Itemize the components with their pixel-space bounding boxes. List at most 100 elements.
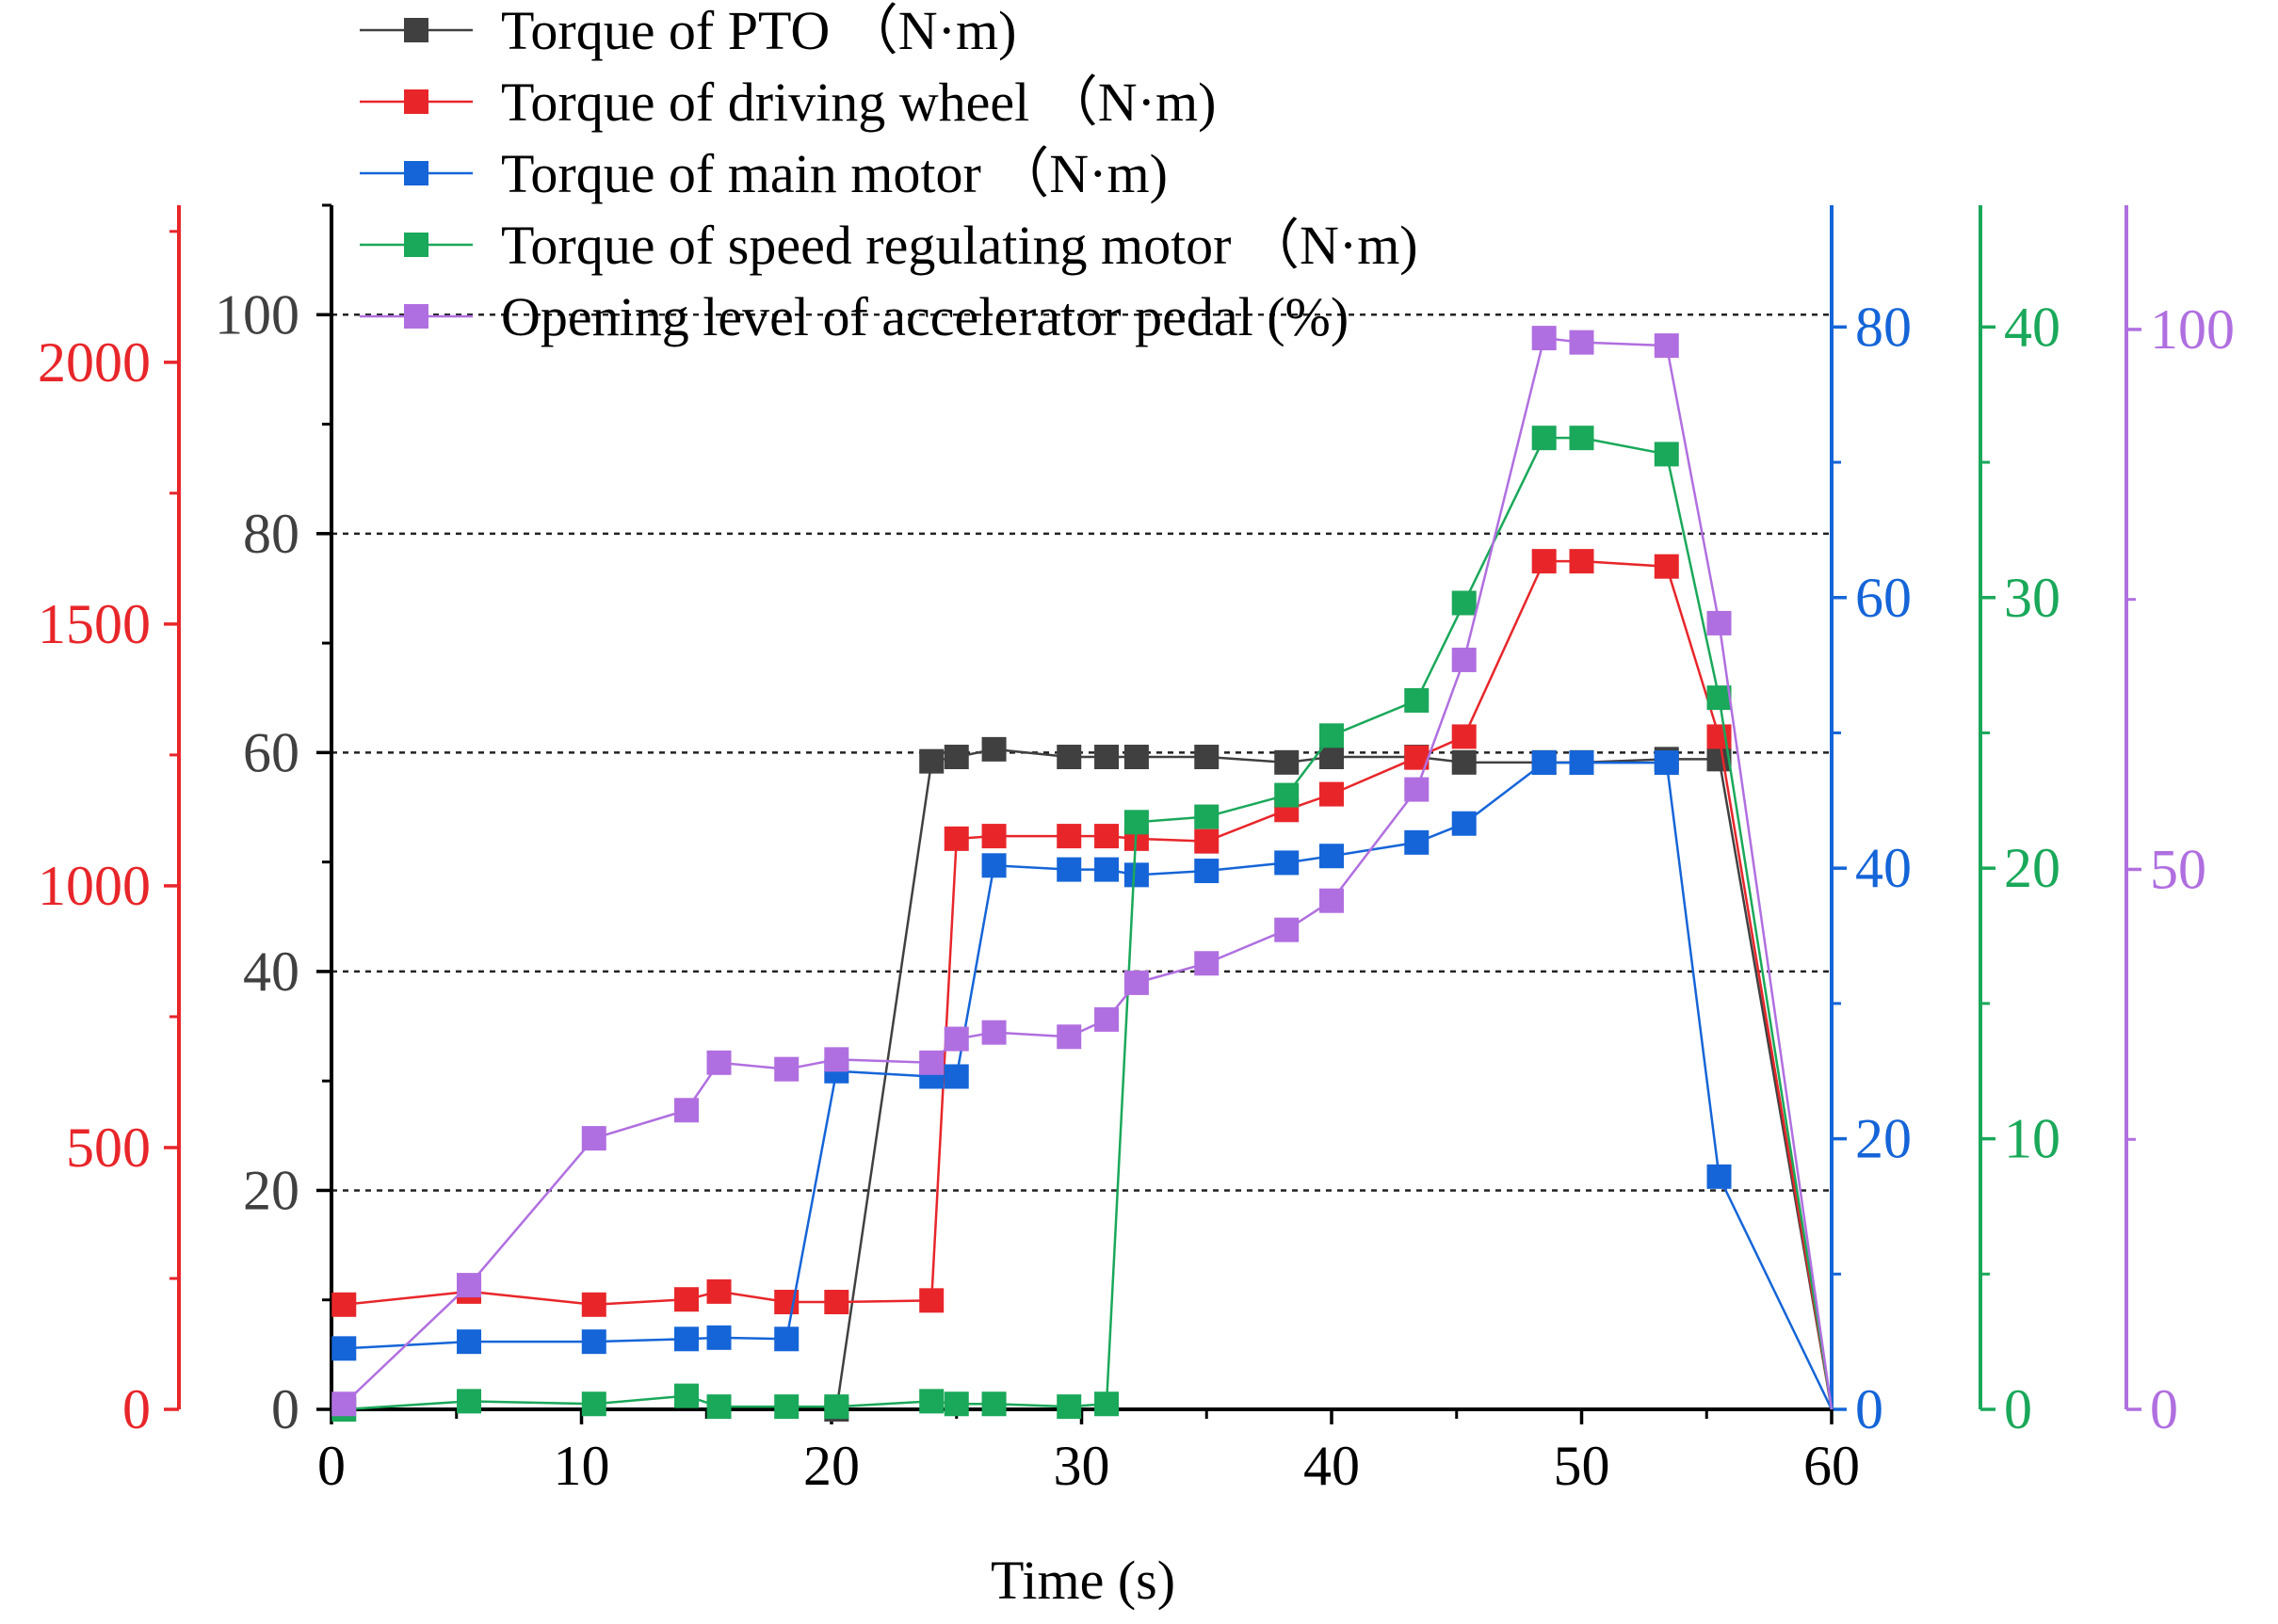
data-point [457, 1389, 482, 1414]
legend-item: Torque of driving wheel （N·m) [360, 72, 1216, 133]
legend-item: Torque of main motor （N·m) [360, 143, 1168, 204]
data-point [1094, 824, 1120, 849]
data-point [1123, 810, 1149, 835]
data-point [1274, 749, 1300, 775]
data-point [674, 1098, 700, 1123]
series-torque-of-driving-wheel [331, 549, 1834, 1410]
legend-marker [404, 161, 428, 185]
data-point [581, 1292, 606, 1317]
data-point [824, 1394, 849, 1420]
data-point [581, 1329, 606, 1355]
data-point [1706, 685, 1732, 711]
data-point [944, 1064, 969, 1089]
data-point [1094, 745, 1120, 770]
data-point [1569, 549, 1594, 574]
data-point [774, 1056, 800, 1082]
data-point [706, 1394, 732, 1420]
data-point [1319, 723, 1344, 748]
x-tick-label: 10 [554, 1435, 610, 1497]
data-point [1531, 426, 1557, 451]
data-point [1451, 724, 1477, 749]
left-red-tick-label: 1500 [38, 593, 151, 655]
data-point [1094, 1006, 1120, 1032]
data-point [981, 736, 1007, 762]
data-point [1319, 844, 1344, 869]
series-torque-of-main-motor [331, 750, 1834, 1410]
left-red-tick-label: 500 [66, 1117, 151, 1179]
data-point [1654, 442, 1679, 467]
right-green-tick-label: 10 [2004, 1108, 2060, 1170]
data-point [1569, 750, 1594, 776]
data-point [706, 1050, 732, 1075]
series-line [344, 436, 1834, 1411]
data-point [1194, 859, 1220, 884]
data-point [1123, 745, 1149, 770]
left-red-tick-label: 0 [122, 1378, 151, 1440]
data-point [1404, 829, 1430, 855]
right-blue-tick-label: 40 [1855, 837, 1912, 899]
data-point [1706, 610, 1732, 635]
data-point [1094, 857, 1120, 882]
data-point [1094, 1391, 1120, 1417]
data-point [1654, 750, 1679, 776]
data-point [774, 1327, 800, 1352]
right-green-tick-label: 40 [2004, 296, 2060, 358]
data-point [1531, 750, 1557, 776]
data-point [331, 1391, 357, 1417]
x-tick-label: 20 [803, 1435, 860, 1497]
data-point [706, 1278, 732, 1304]
left-black-tick-label: 0 [271, 1378, 299, 1440]
right-blue-tick-label: 60 [1855, 567, 1912, 629]
left-red-tick-label: 2000 [38, 331, 151, 394]
data-point [981, 1391, 1007, 1417]
data-point [1451, 590, 1477, 616]
data-point [1274, 917, 1300, 942]
data-point [1404, 777, 1430, 802]
data-point [919, 1050, 945, 1075]
data-point [1404, 687, 1430, 713]
data-point [1057, 1024, 1082, 1050]
data-point [1123, 862, 1149, 888]
data-point [944, 1026, 969, 1052]
data-point [674, 1327, 700, 1352]
data-point [919, 1288, 945, 1313]
legend-label: Opening level of accelerator pedal (%) [501, 286, 1349, 347]
right-blue-tick-label: 80 [1855, 296, 1912, 358]
legend-label: Torque of main motor （N·m) [501, 143, 1168, 204]
data-point [981, 1020, 1007, 1045]
data-point [1057, 824, 1082, 849]
right-green-tick-label: 20 [2004, 837, 2060, 899]
data-point [1319, 745, 1344, 770]
x-tick-label: 30 [1054, 1435, 1110, 1497]
right-blue-tick-label: 20 [1855, 1108, 1912, 1170]
data-point [674, 1383, 700, 1408]
data-point [331, 1292, 357, 1317]
data-point [1057, 745, 1082, 770]
right-purple-tick-label: 50 [2150, 838, 2206, 900]
x-tick-label: 60 [1803, 1435, 1860, 1497]
data-point [1531, 326, 1557, 351]
legend-label: Torque of speed regulating motor （N·m) [501, 215, 1418, 276]
series-line [344, 761, 1834, 1410]
x-tick-label: 0 [317, 1435, 346, 1497]
data-point [944, 1391, 969, 1417]
x-tick-label: 40 [1303, 1435, 1360, 1497]
data-point [1123, 970, 1149, 995]
legend-item: Opening level of accelerator pedal (%) [360, 286, 1349, 347]
left-black-tick-label: 60 [243, 721, 299, 783]
data-point [581, 1126, 606, 1151]
data-point [581, 1391, 606, 1417]
data-point [1451, 811, 1477, 836]
right-purple-tick-label: 0 [2150, 1378, 2178, 1440]
data-point [1194, 828, 1220, 854]
data-point [1057, 857, 1082, 882]
data-point [824, 1290, 849, 1315]
right-purple-tick-label: 100 [2150, 298, 2235, 361]
right-green-tick-label: 30 [2004, 567, 2060, 629]
legend-item: Torque of PTO （N·m) [360, 0, 1016, 61]
data-point [1319, 781, 1344, 807]
data-point [1569, 330, 1594, 355]
data-point [1057, 1394, 1082, 1420]
data-point [1531, 549, 1557, 574]
